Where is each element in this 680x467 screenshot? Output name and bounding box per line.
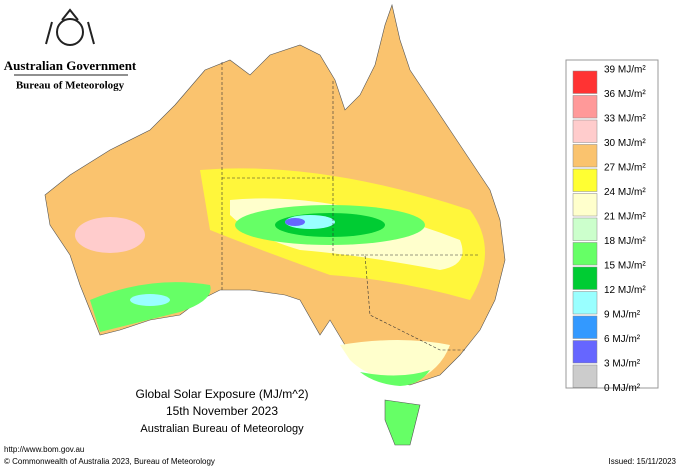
legend-label: 27 MJ/m² (604, 163, 646, 174)
southeast-green (360, 370, 430, 386)
url: http://www.bom.gov.au (4, 445, 84, 454)
legend-label: 39 MJ/m² (604, 65, 646, 76)
legend-label: 12 MJ/m² (604, 285, 646, 296)
legend-label: 18 MJ/m² (604, 236, 646, 247)
tasmania (384, 399, 421, 446)
legend-swatch (572, 70, 598, 94)
legend-label: 30 MJ/m² (604, 138, 646, 149)
legend-label: 6 MJ/m² (604, 334, 641, 345)
bureau: Bureau of Meteorology (16, 80, 125, 92)
issued: Issued: 15/11/2023 (609, 457, 677, 466)
legend-swatch (572, 266, 598, 290)
southwest-green (90, 282, 211, 332)
legend-label: 33 MJ/m² (604, 114, 646, 125)
legend-swatch (572, 168, 598, 192)
southwest-cyan (130, 294, 170, 306)
legend-label: 24 MJ/m² (604, 187, 646, 198)
legend-swatch (572, 193, 598, 217)
legend-swatch (572, 364, 598, 388)
legend-swatch (572, 95, 598, 119)
map-title: Global Solar Exposure (MJ/m^2) (135, 387, 308, 401)
legend-label: 21 MJ/m² (604, 212, 646, 223)
legend-label: 36 MJ/m² (604, 89, 646, 100)
map (44, 3, 506, 446)
logo (14, 8, 128, 76)
copyright: © Commonwealth of Australia 2023, Bureau… (4, 457, 215, 466)
legend-swatch (572, 340, 598, 364)
agency: Australian Government (4, 58, 137, 73)
legend-swatch (572, 315, 598, 339)
legend-label: 15 MJ/m² (604, 261, 646, 272)
legend-label: 9 MJ/m² (604, 310, 641, 321)
legend-label: 0 MJ/m² (604, 383, 641, 394)
legend-swatch (572, 144, 598, 168)
legend-swatch (572, 291, 598, 315)
legend-swatch (572, 217, 598, 241)
map-date: 15th November 2023 (166, 404, 278, 418)
legend-swatch (572, 119, 598, 143)
state-border (332, 178, 465, 351)
pink-patch (75, 217, 145, 253)
legend-label: 3 MJ/m² (604, 359, 641, 370)
blue-patch (285, 218, 305, 226)
legend: 39 MJ/m² 36 MJ/m² 33 MJ/m² 30 MJ/m² 27 MJ/m²… (572, 65, 646, 394)
legend-swatch (572, 242, 598, 266)
map-source: Australian Bureau of Meteorology (140, 423, 304, 435)
